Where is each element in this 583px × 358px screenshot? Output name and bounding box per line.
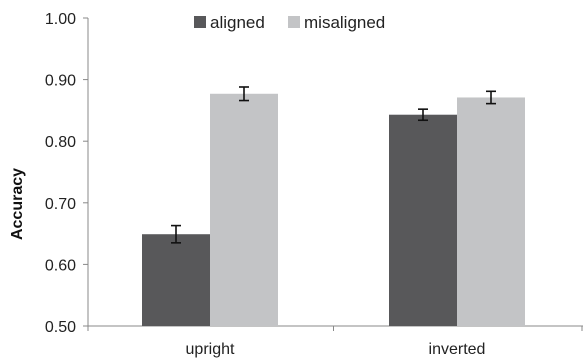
- y-tick-label: 0.70: [45, 196, 76, 213]
- y-tick-label: 0.60: [45, 257, 76, 274]
- bar-misaligned-upright: [210, 93, 278, 326]
- y-tick-label: 0.50: [45, 319, 76, 336]
- y-tick-label: 0.90: [45, 73, 76, 90]
- y-tick-label: 0.80: [45, 134, 76, 151]
- error-bar-misaligned-inverted: [486, 90, 496, 105]
- x-axis: upright inverted: [87, 325, 583, 358]
- legend-item-aligned: aligned: [194, 13, 265, 32]
- x-tick-label-upright: upright: [186, 341, 235, 358]
- error-bar-misaligned-upright: [239, 86, 249, 102]
- y-tick-label: 1.00: [45, 11, 76, 28]
- bar-misaligned-inverted: [457, 97, 525, 327]
- legend-swatch-misaligned: [288, 16, 300, 28]
- legend-label-aligned: aligned: [210, 13, 265, 32]
- error-bar-aligned-inverted: [418, 108, 428, 122]
- y-axis: 0.50 0.60 0.70 0.80 0.90 1.00: [45, 11, 89, 336]
- x-tick-label-inverted: inverted: [429, 341, 486, 358]
- error-bars: [171, 86, 496, 244]
- bar-aligned-upright: [142, 234, 210, 326]
- legend-item-misaligned: misaligned: [288, 13, 385, 32]
- legend-label-misaligned: misaligned: [304, 13, 385, 32]
- y-axis-title: Accuracy: [9, 168, 26, 240]
- bar-aligned-inverted: [389, 114, 457, 326]
- legend-swatch-aligned: [194, 16, 206, 28]
- bars: [142, 93, 525, 327]
- error-bar-aligned-upright: [171, 224, 181, 244]
- legend: aligned misaligned: [194, 13, 385, 32]
